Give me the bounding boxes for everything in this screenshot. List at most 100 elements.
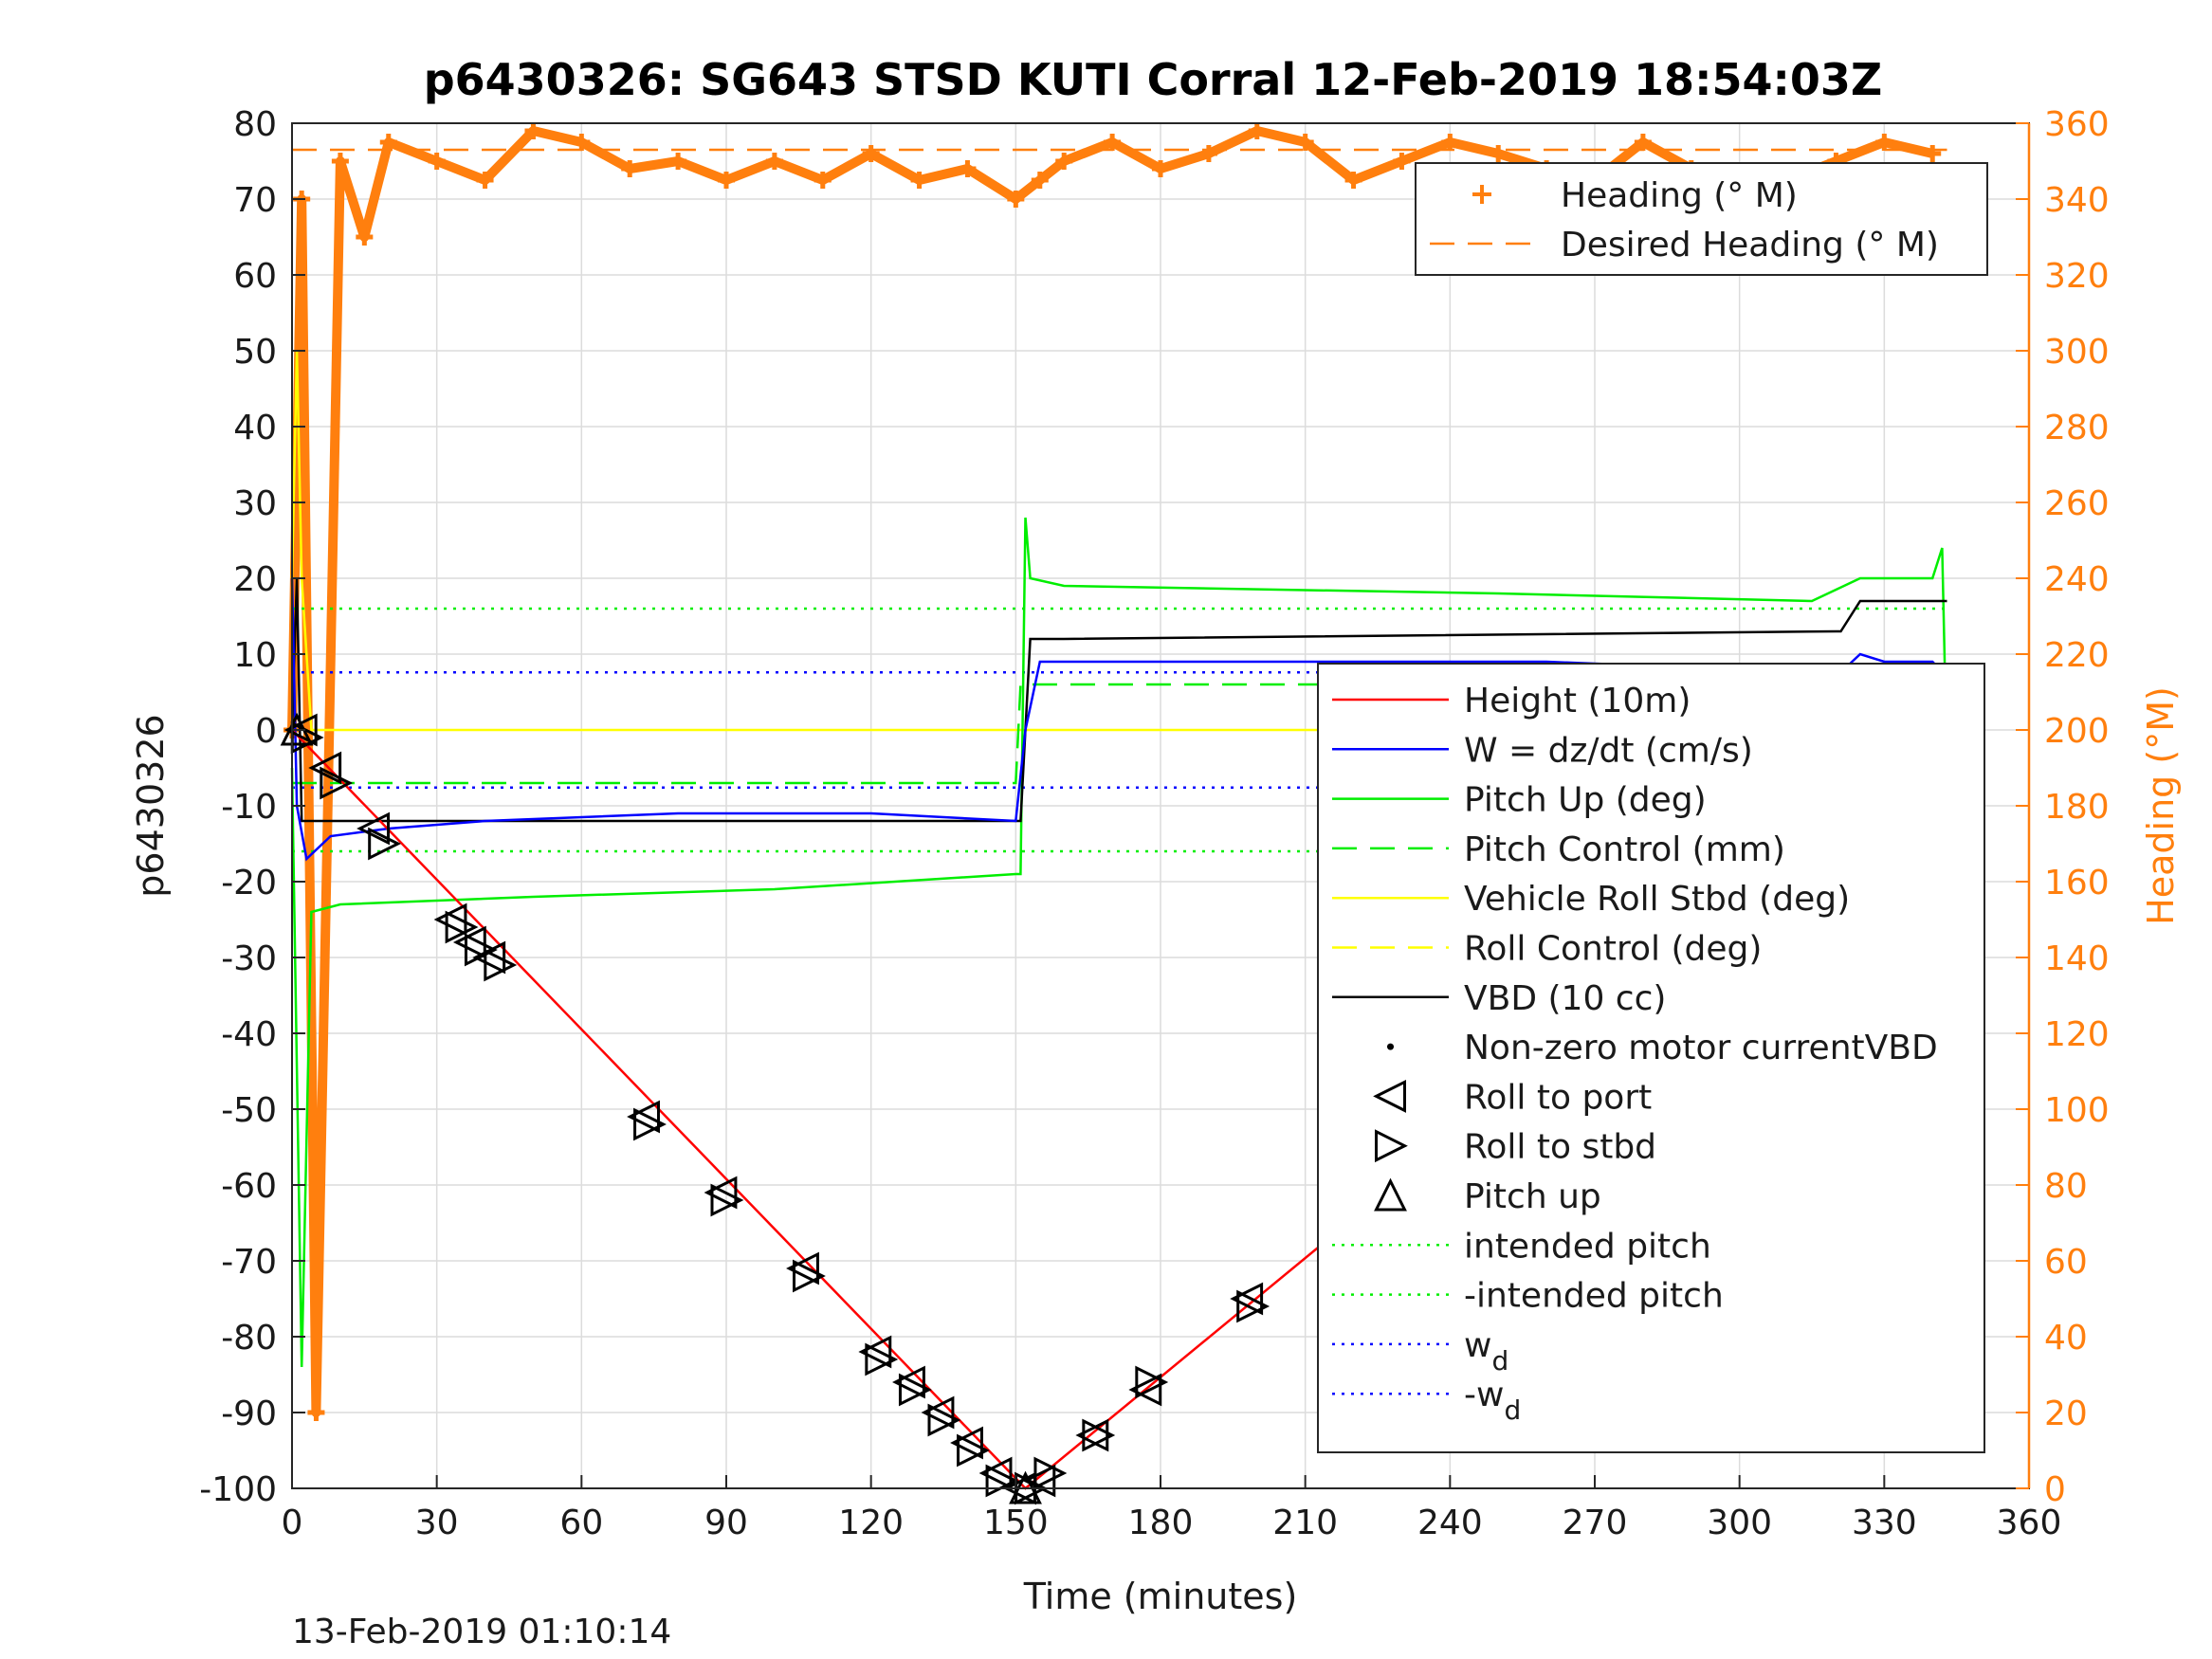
x-tick-label: 300 [1707, 1504, 1772, 1542]
y-tick-label: 10 [233, 636, 277, 675]
heading-point [1104, 134, 1122, 151]
marker-roll-port [892, 1365, 925, 1399]
y-tick-label: -30 [221, 939, 277, 978]
legend-label-subscript: d [1491, 1345, 1508, 1376]
marker-roll-port [978, 1456, 1013, 1490]
marker-roll-port [433, 902, 467, 937]
heading-point [621, 160, 639, 177]
y2-tick-label: 120 [2044, 1015, 2110, 1054]
heading-point [765, 153, 783, 170]
y2-tick-label: 200 [2044, 712, 2110, 751]
legend-label: Pitch Control (mm) [1464, 830, 1785, 869]
heading-point [1875, 134, 1893, 151]
y2-tick-label: 20 [2044, 1395, 2088, 1433]
y-tick-label: 20 [233, 560, 277, 599]
y2-tick-label: 140 [2044, 939, 2110, 978]
heading-point [356, 228, 374, 246]
series-pitch-up-deg [290, 517, 1948, 1368]
y-tick-label: 60 [233, 257, 277, 296]
heading-point [1031, 172, 1049, 189]
marker-roll-stbd [927, 1403, 961, 1437]
heading-point [669, 153, 687, 170]
legend-label: Desired Heading (° M) [1561, 226, 1939, 264]
y2-tick-label: 180 [2044, 788, 2110, 827]
x-tick-label: 150 [983, 1504, 1049, 1542]
y-tick-label: -40 [221, 1015, 277, 1054]
legend-label: VBD (10 cc) [1464, 979, 1666, 1018]
x-tick-label: 120 [838, 1504, 904, 1542]
marker-roll-port [858, 1335, 892, 1369]
legend-label: Vehicle Roll Stbd (deg) [1464, 880, 1850, 919]
x-tick-label: 270 [1563, 1504, 1628, 1542]
marker-roll-port [627, 1100, 660, 1134]
marker-roll-stbd [710, 1183, 744, 1217]
marker-roll-stbd [445, 910, 479, 944]
x-tick-label: 330 [1852, 1504, 1917, 1542]
x-tick-label: 60 [559, 1504, 603, 1542]
heading-point [1296, 134, 1314, 151]
y2-tick-label: 360 [2044, 105, 2110, 144]
legend-label: intended pitch [1464, 1227, 1711, 1266]
heading-point [476, 172, 494, 189]
heading-point [1007, 191, 1025, 208]
y-tick-label: 40 [233, 409, 277, 447]
heading-point [1634, 134, 1652, 151]
y-axis: -100-90-80-70-60-50-40-30-20-10010203040… [199, 105, 305, 1509]
y-axis-label: p6430326 [130, 714, 172, 897]
legend-top-box [1415, 162, 1988, 276]
heading-point [1441, 134, 1459, 151]
heading-point [1248, 122, 1266, 139]
x-tick-label: 210 [1272, 1504, 1338, 1542]
marker-roll-stbd [865, 1342, 899, 1376]
marker-roll-port [704, 1176, 738, 1210]
y-tick-label: 30 [233, 484, 277, 523]
heading-point [910, 172, 928, 189]
y-tick-label: -10 [221, 788, 277, 827]
heading-point [1490, 145, 1508, 162]
series-pitch-control-mm [292, 683, 1947, 785]
y2-tick-label: 100 [2044, 1091, 2110, 1130]
x-tick-label: 240 [1417, 1504, 1483, 1542]
marker-roll-stbd [1082, 1418, 1116, 1452]
x-tick-label: 0 [282, 1504, 303, 1542]
legend-label: Roll to stbd [1464, 1128, 1656, 1167]
legend-label: Height (10m) [1464, 682, 1691, 720]
marker-roll-stbd [1236, 1289, 1271, 1323]
legend-label-subscript: d [1504, 1395, 1521, 1426]
series-w-dz-dt-cm-s [290, 577, 1948, 862]
y-tick-label: -70 [221, 1243, 277, 1282]
marker-roll-stbd [464, 933, 498, 967]
y-tick-label: 0 [255, 712, 277, 751]
legend-swatch-dot [1387, 1043, 1394, 1050]
marker-roll-stbd [633, 1107, 667, 1141]
y-tick-label: -80 [221, 1319, 277, 1358]
y2-tick-label: 320 [2044, 257, 2110, 296]
heading-point [1924, 145, 1942, 162]
y2-tick-label: 0 [2044, 1470, 2066, 1509]
heading-point [1344, 172, 1362, 189]
y2-tick-label: 280 [2044, 409, 2110, 447]
marker-roll-port [1128, 1373, 1162, 1407]
y-tick-label: 80 [233, 105, 277, 144]
x-tick-label: 360 [1997, 1504, 2062, 1542]
marker-roll-port [472, 940, 506, 975]
legend-swatch-roll-port [1373, 1079, 1406, 1113]
marker-roll-stbd [1135, 1365, 1169, 1399]
heading-point [573, 134, 591, 151]
marker-roll-port [452, 925, 486, 959]
x-axis: 0 30 60 90 120 150 180 210 240 270 300 330 360 [282, 1475, 2062, 1542]
x-axis-label: Time (minutes) [1023, 1576, 1298, 1617]
y2-axis: 0 20 40 60 80 100 120 140 160 180 200 220 240 260 280 3… [2016, 105, 2110, 1509]
x-tick-label: 30 [415, 1504, 459, 1542]
x-tick-label: 180 [1128, 1504, 1194, 1542]
marker-roll-stbd [484, 948, 518, 982]
legend-label: W = dz/dt (cm/s) [1464, 731, 1753, 770]
legend-swatch-roll-stbd [1375, 1129, 1408, 1163]
heading-point [1199, 145, 1217, 162]
y2-axis-label: Heading (°M) [2140, 686, 2182, 925]
heading-point [331, 153, 349, 170]
heading-point [1055, 153, 1073, 170]
y2-tick-label: 300 [2044, 333, 2110, 372]
legend-main: Height (10m) W = dz/dt (cm/s) Pitch Up (de… [1317, 663, 1985, 1453]
